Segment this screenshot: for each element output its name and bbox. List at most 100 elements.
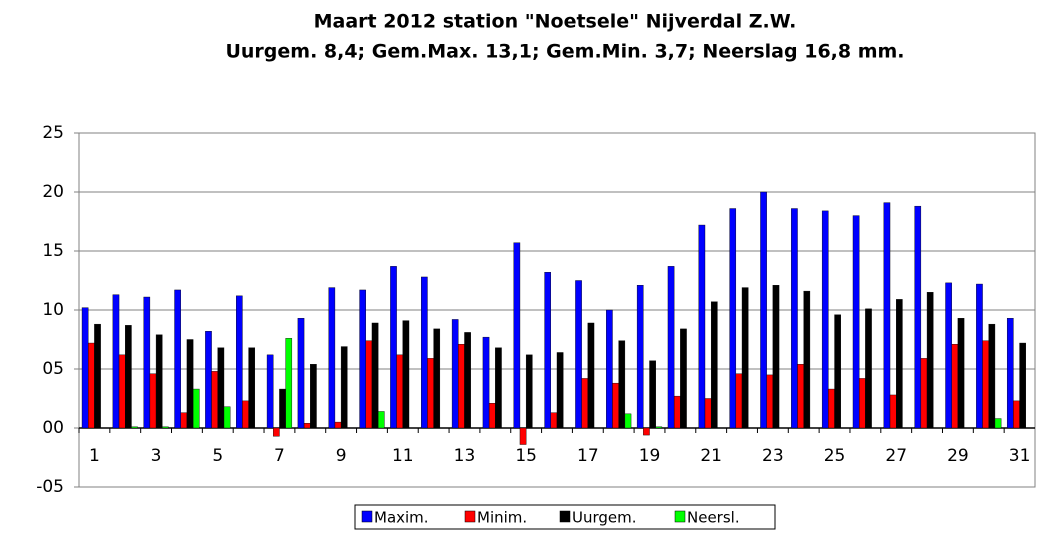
bar [205, 331, 212, 429]
y-tick-label: -05 [36, 477, 64, 497]
bar [982, 340, 989, 429]
x-tick-label: 1 [89, 446, 100, 466]
bar [587, 322, 595, 429]
bar [451, 319, 459, 429]
x-tick-label: 29 [947, 446, 969, 466]
x-tick-label: 23 [762, 446, 784, 466]
bar [297, 318, 305, 429]
y-tick-label: 10 [42, 300, 64, 320]
bar [88, 342, 95, 429]
bar [495, 347, 502, 429]
bar [889, 394, 897, 429]
x-tick-label: 13 [454, 446, 476, 466]
legend-label: Minim. [477, 509, 527, 527]
bar [957, 318, 965, 429]
x-tick-label: 31 [1009, 446, 1031, 466]
bar [458, 344, 465, 429]
bar [797, 364, 804, 429]
bar [667, 266, 675, 429]
bar [482, 336, 490, 429]
bar [834, 314, 841, 429]
bar [371, 322, 379, 429]
bar [698, 224, 706, 429]
bar [760, 191, 767, 429]
bar [655, 426, 663, 429]
bar [791, 208, 798, 429]
legend-label: Uurgem. [572, 509, 637, 527]
bar [334, 421, 342, 429]
bar [94, 323, 101, 429]
bar [143, 296, 151, 429]
bar [988, 323, 996, 429]
x-tick-label: 11 [392, 446, 414, 466]
bar [248, 347, 256, 429]
bar [896, 299, 903, 429]
y-tick-label: 15 [42, 241, 64, 261]
bar [803, 290, 811, 429]
bar [340, 346, 348, 429]
bar [951, 344, 959, 429]
bar [377, 411, 385, 429]
bar [883, 202, 891, 429]
bar [519, 427, 527, 445]
bar [772, 285, 780, 429]
bar [643, 427, 650, 436]
y-tick-label: 25 [42, 123, 64, 143]
bar [118, 354, 126, 429]
bar [174, 289, 181, 429]
bar [1019, 342, 1026, 429]
bar [421, 276, 428, 429]
bar [920, 358, 928, 429]
y-tick-label: 05 [42, 359, 64, 379]
x-tick-label: 5 [212, 446, 223, 466]
bar [192, 388, 200, 429]
bar [1006, 318, 1014, 429]
bar [162, 426, 169, 429]
legend-swatch [361, 510, 373, 523]
x-tick-label: 17 [577, 446, 599, 466]
bar [704, 398, 712, 429]
legend-label: Maxim. [374, 509, 429, 527]
bar [131, 426, 138, 429]
x-tick-label: 7 [274, 446, 285, 466]
bar [606, 309, 613, 429]
bar [310, 364, 317, 429]
bar [427, 358, 434, 429]
bar [525, 354, 533, 429]
bar [112, 294, 120, 429]
bar [636, 285, 644, 429]
bar [710, 301, 718, 429]
bar [149, 373, 157, 429]
bar [673, 395, 681, 429]
bar [125, 325, 132, 429]
bar [273, 427, 280, 437]
bar [81, 307, 89, 429]
bar [926, 292, 934, 429]
bar [821, 210, 829, 429]
bar [1013, 400, 1020, 429]
bar [513, 242, 521, 429]
bar [488, 403, 496, 429]
bar [396, 354, 404, 429]
chart-subtitle: Uurgem. 8,4; Gem.Max. 13,1; Gem.Min. 3,7… [225, 41, 904, 63]
bar [242, 400, 249, 429]
bar [285, 338, 293, 429]
legend-swatch [559, 510, 571, 523]
bar [402, 320, 410, 429]
bar [303, 423, 311, 429]
bar [180, 412, 188, 429]
y-tick-label: 20 [42, 182, 64, 202]
x-tick-label: 3 [151, 446, 162, 466]
bar [945, 282, 952, 429]
bar [217, 347, 225, 429]
bar [914, 205, 922, 429]
bar [581, 378, 589, 429]
bar [994, 418, 1002, 429]
bar [556, 352, 564, 429]
x-tick-label: 15 [515, 446, 537, 466]
bar [624, 413, 632, 429]
legend-swatch [464, 510, 476, 523]
bar [766, 374, 774, 429]
legend-swatch [674, 510, 686, 523]
bar [612, 382, 619, 429]
